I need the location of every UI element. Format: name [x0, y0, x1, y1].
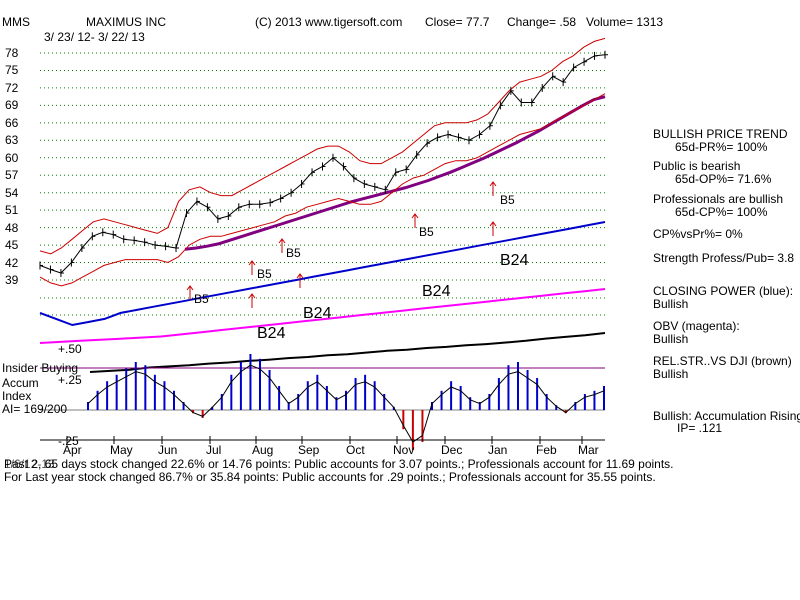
signal-arrows	[186, 181, 497, 308]
price-bars	[39, 50, 608, 278]
signal-b24-1: B24	[500, 252, 529, 269]
x-tick-may: May	[110, 443, 133, 457]
y-tick-51: 51	[5, 203, 19, 218]
x-tick-aug: Aug	[252, 443, 274, 457]
x-tick-feb: Feb	[536, 443, 557, 457]
trend-title: BULLISH PRICE TREND	[653, 127, 788, 141]
y-tick-39: 39	[5, 273, 19, 287]
accumulation-bars	[40, 354, 605, 450]
x-tick-sep: Sep	[298, 443, 320, 457]
signal-b5-4: B5	[419, 225, 434, 239]
x-axis	[40, 436, 605, 444]
signal-arrow-head	[248, 260, 256, 266]
symbol: MMS	[2, 15, 30, 29]
y-tick-42: 42	[5, 255, 19, 270]
company-name: MAXIMUS INC	[86, 15, 167, 29]
y-tick-75: 75	[5, 63, 19, 78]
accum-top-label: +.50	[58, 342, 82, 356]
accum-trend-label: Bullish: Accumulation Rising	[653, 409, 800, 423]
signal-arrow-head	[186, 285, 194, 291]
x-tick-jun: Jun	[158, 443, 178, 457]
lower-band-line	[39, 93, 606, 287]
strength-value: Strength Profess/Pub= 3.8	[653, 251, 795, 265]
y-tick-45: 45	[5, 238, 19, 253]
y-tick-48: 48	[5, 220, 19, 235]
relstr-value: Bullish	[653, 367, 689, 381]
signal-arrow-head	[296, 273, 304, 279]
op-value: 65d-OP%= 71.6%	[675, 172, 772, 186]
y-tick-63: 63	[5, 133, 19, 148]
x-tick-nov: Nov	[393, 443, 415, 457]
indicator-lines	[39, 221, 606, 373]
accum-avg-line	[87, 364, 605, 443]
insider-buying-label: Insider Buying	[2, 361, 79, 375]
price-line	[39, 54, 606, 274]
volume-value: Volume= 1313	[586, 15, 664, 29]
signal-arrow-head	[411, 213, 419, 219]
date-range: 3/ 23/ 12- 3/ 22/ 13	[44, 30, 145, 44]
cpvspr-value: CP%vsPr%= 0%	[653, 227, 743, 241]
accum-label: Accum	[2, 376, 39, 390]
signal-b24-3: B24	[303, 305, 332, 322]
obv-label: OBV (magenta):	[653, 319, 740, 333]
signal-b5-5: B5	[500, 193, 515, 207]
ip-value: IP= .121	[677, 421, 723, 435]
x-tick-jul: Jul	[206, 443, 222, 457]
relstr-line	[89, 332, 606, 373]
y-tick-69: 69	[5, 98, 19, 113]
accum-mid-label: +.25	[58, 373, 82, 387]
change-value: Change= .58	[507, 15, 577, 29]
y-tick-57: 57	[5, 168, 19, 183]
signal-arrow-head	[248, 293, 256, 299]
copyright: (C) 2013 www.tigersoft.com	[255, 15, 403, 29]
signal-b24-4: B24	[257, 325, 286, 342]
signal-arrow-head	[278, 238, 286, 244]
y-tick-66: 66	[5, 115, 19, 130]
closing-power-label: CLOSING POWER (blue):	[653, 284, 794, 298]
relstr-label: REL.STR..VS DJI (brown)	[653, 354, 792, 368]
x-tick-jan: Jan	[488, 443, 508, 457]
close-value: Close= 77.7	[425, 15, 490, 29]
y-tick-78: 78	[5, 46, 19, 60]
footer-overlay: 1/6/12-13	[4, 457, 55, 471]
y-tick-54: 54	[5, 185, 19, 200]
x-tick-dec: Dec	[441, 443, 463, 457]
signal-arrow-head	[489, 221, 497, 227]
signal-b5-3: B5	[286, 246, 301, 260]
signal-b24-2: B24	[422, 283, 451, 300]
obv-value: Bullish	[653, 332, 689, 346]
public-label: Public is bearish	[653, 159, 741, 173]
x-tick-mar: Mar	[578, 443, 599, 457]
closing-power-value: Bullish	[653, 297, 689, 311]
footer-line-1: Past 2, 65 days stock changed 22.6% or 1…	[4, 457, 674, 471]
bollinger-bands	[39, 37, 606, 287]
y-tick-60: 60	[5, 150, 19, 165]
obv-line	[39, 288, 606, 344]
signal-b5-1: B5	[194, 292, 209, 306]
y-tick-72: 72	[5, 80, 19, 95]
cp-value: 65d-CP%= 100%	[675, 205, 768, 219]
accum-bottom-label: -.25	[58, 434, 79, 448]
index-label: Index	[2, 389, 32, 403]
x-tick-oct: Oct	[346, 443, 365, 457]
x-tick-apr: Apr	[63, 443, 82, 457]
closing-power-line	[39, 221, 606, 327]
pros-label: Professionals are bullish	[653, 192, 784, 206]
ai-label: AI= 169/200	[2, 402, 68, 416]
signal-b5-2: B5	[257, 267, 272, 281]
footer-line-2: For Last year stock changed 86.7% or 35.…	[4, 470, 656, 484]
pr-value: 65d-PR%= 100%	[675, 140, 768, 154]
signal-arrow-head	[489, 181, 497, 187]
